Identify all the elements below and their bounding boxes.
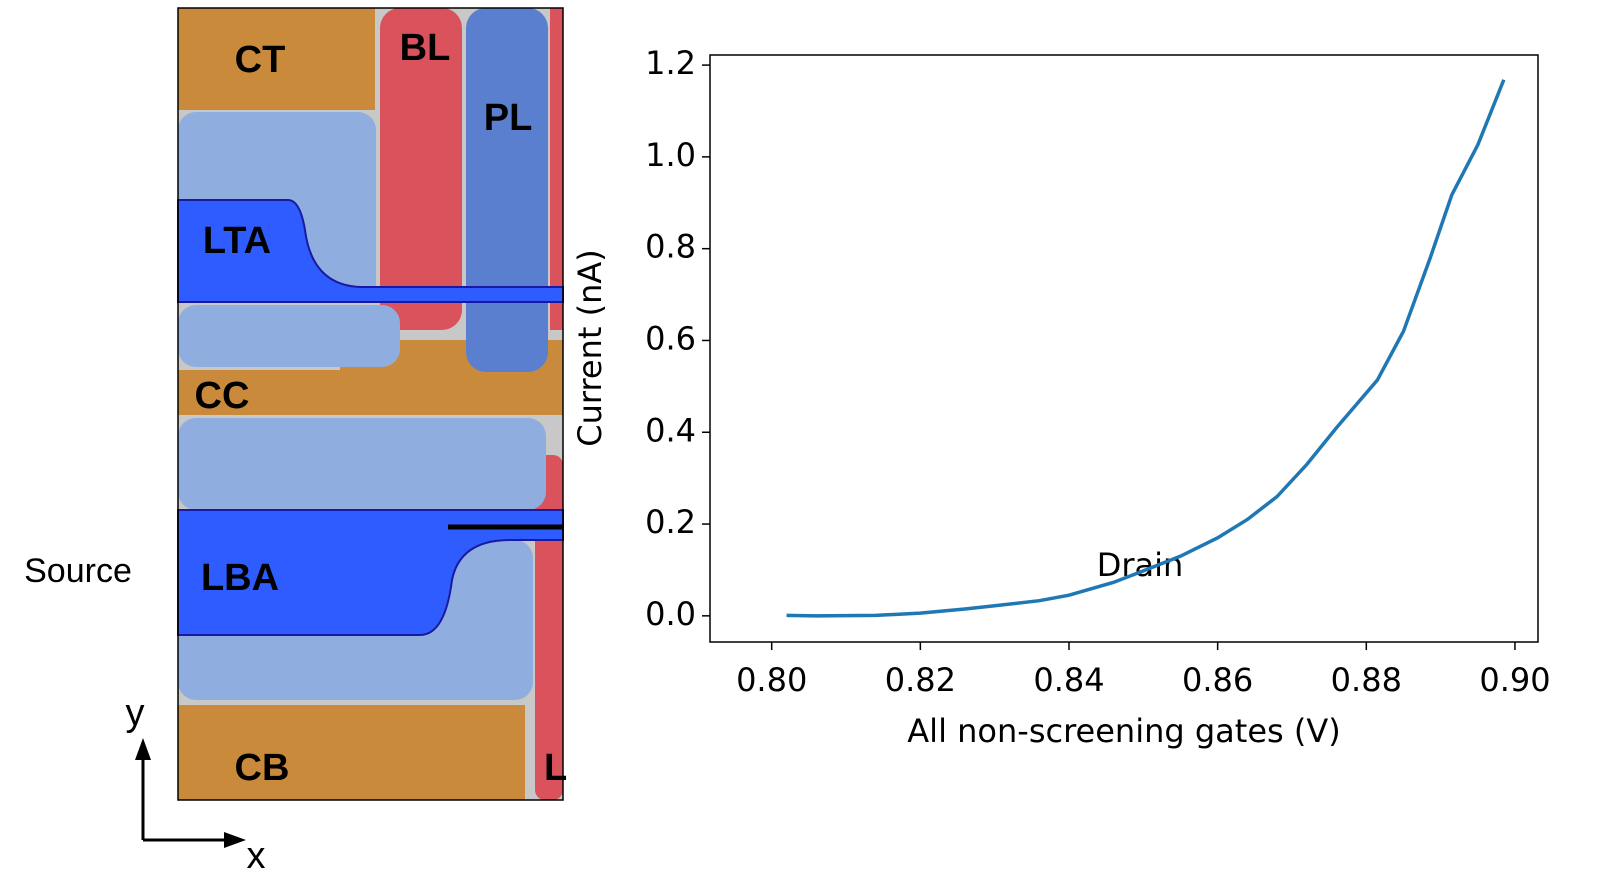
arrow-head <box>135 738 151 760</box>
gate-region <box>535 455 563 800</box>
gate-label: L <box>544 747 567 789</box>
image-frame <box>177 7 564 801</box>
lta-gate <box>177 199 564 303</box>
y-tick-label: 1.2 <box>645 44 696 82</box>
x-tick-label: 0.84 <box>1033 661 1104 699</box>
y-tick-label: 1.0 <box>645 136 696 174</box>
gate-region <box>178 418 546 510</box>
data-line <box>786 79 1506 618</box>
gate-label: LBA <box>201 557 279 599</box>
gate-label: CB <box>235 747 290 789</box>
gate-label: CT <box>235 39 286 81</box>
y-axis-label: Current (nA) <box>571 249 609 447</box>
y-tick-label: 0.0 <box>645 595 696 633</box>
x-tick-label: 0.80 <box>736 661 807 699</box>
gate-label: PL <box>484 97 533 139</box>
chart: All non-screening gates (V) Current (nA)… <box>571 44 1551 750</box>
gate-label: LTA <box>203 220 271 262</box>
arrow-head <box>224 832 246 848</box>
y-tick-label: 0.8 <box>645 228 696 266</box>
x-tick-label: 0.86 <box>1182 661 1253 699</box>
device-image: CT BL PL LTA CC LBA CB L <box>177 7 567 801</box>
x-tick-label: 0.90 <box>1479 661 1550 699</box>
x-axis-label: All non-screening gates (V) <box>907 712 1340 750</box>
gate-region <box>380 8 462 330</box>
gate-region <box>178 705 525 800</box>
plot-frame <box>709 54 1539 643</box>
gate-region <box>178 305 400 367</box>
y-tick-label: 0.2 <box>645 503 696 541</box>
gate-region <box>178 8 375 110</box>
gate-region <box>466 8 548 372</box>
axis-arrows: y x <box>126 692 266 877</box>
y-tick-label: 0.4 <box>645 411 696 449</box>
gate-region <box>178 370 563 415</box>
source-label: Source <box>24 552 132 590</box>
gate-label: BL <box>400 27 451 69</box>
gate-region <box>550 8 563 330</box>
lba-gate <box>177 509 564 636</box>
x-tick-label: 0.88 <box>1331 661 1402 699</box>
axis-arrow-label: x <box>247 835 266 877</box>
gate-label: CC <box>195 375 250 417</box>
annotation: Drain <box>1097 546 1184 584</box>
y-tick-label: 0.6 <box>645 319 696 357</box>
x-tick-label: 0.82 <box>885 661 956 699</box>
axis-arrow-label: y <box>126 692 145 734</box>
